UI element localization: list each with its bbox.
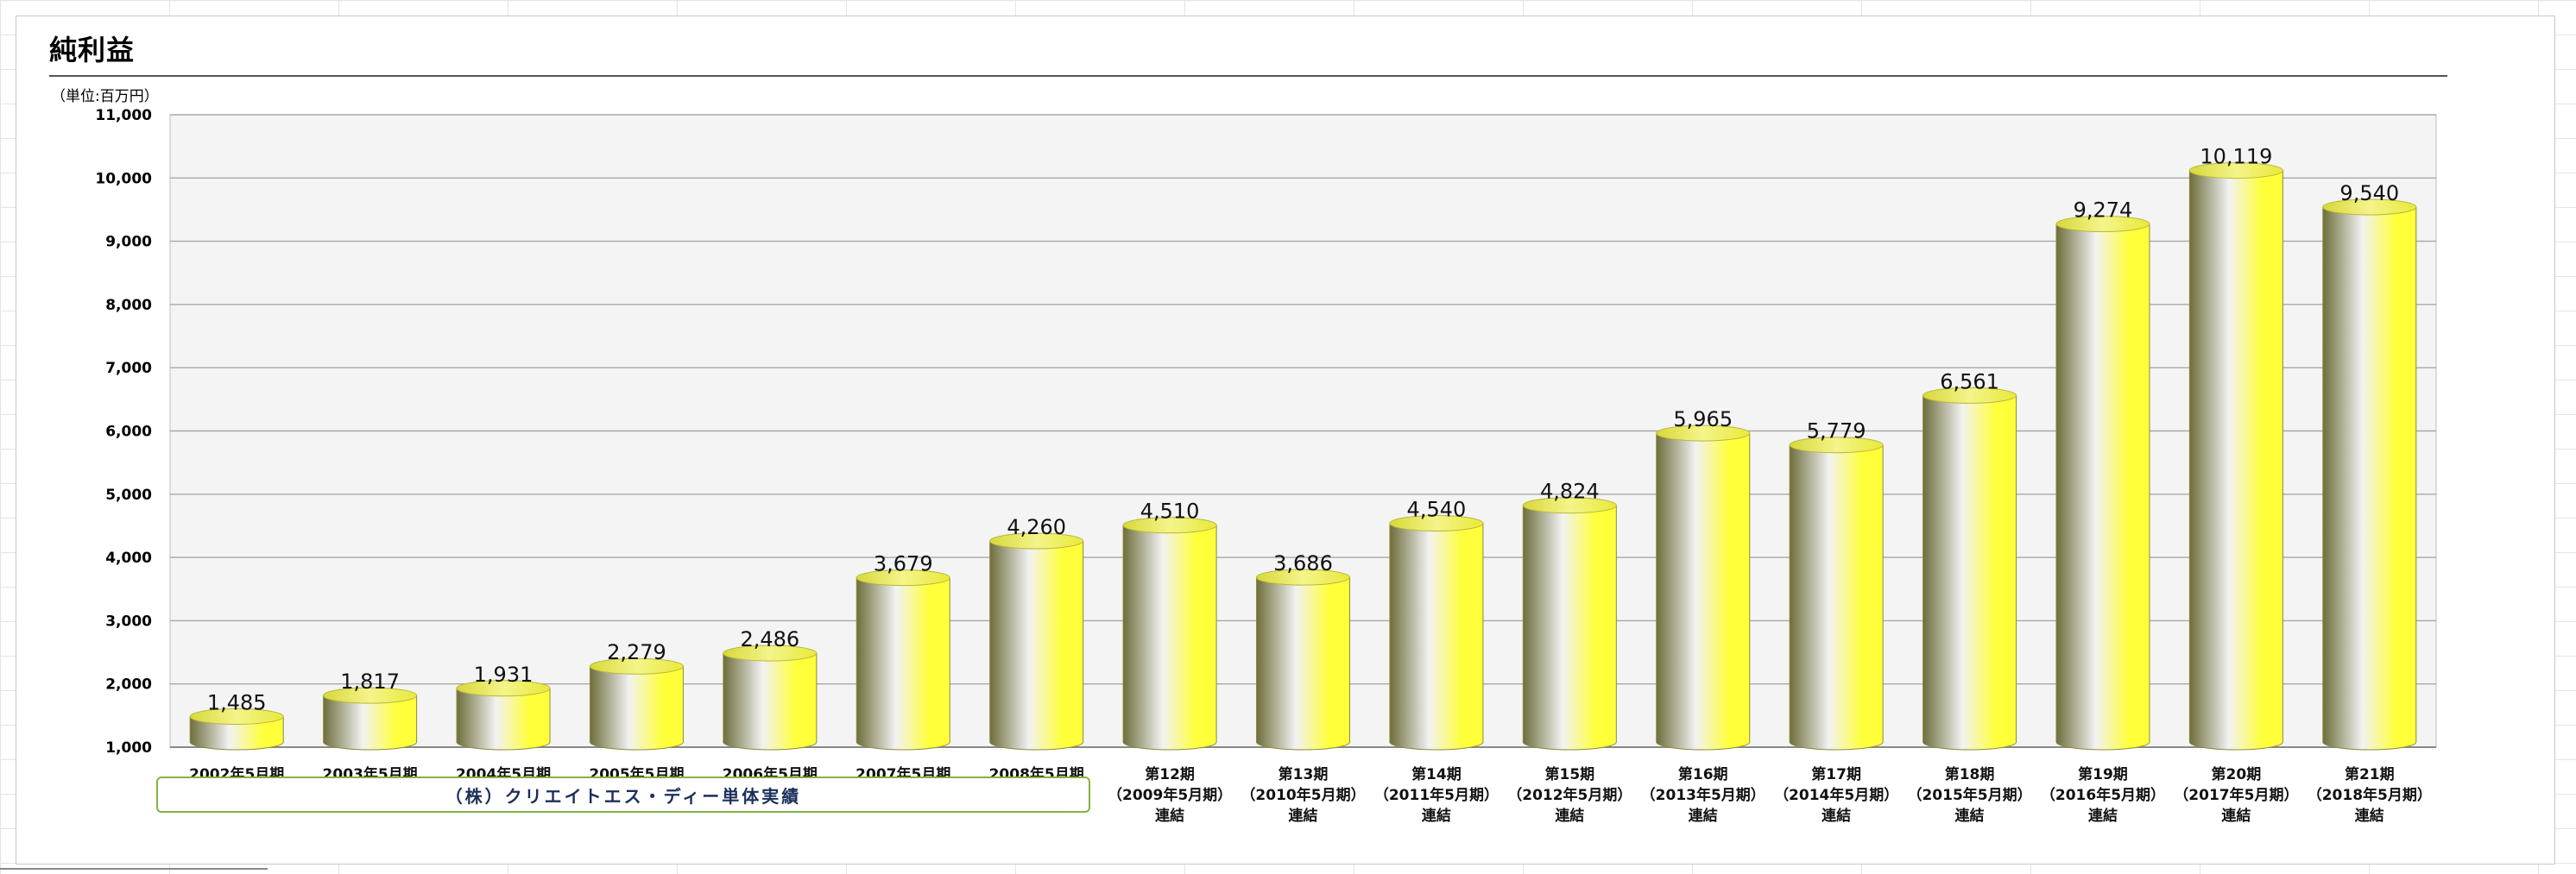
bar [1923,387,2017,751]
data-label: 3,679 [874,552,933,576]
bar [589,657,684,751]
bar-cap [723,644,818,662]
bar-cap [856,569,950,587]
bar-body [2055,223,2150,751]
y-tick-label: 3,000 [105,613,152,630]
bar [1122,517,1217,751]
bar-body [1122,525,1217,751]
y-tick-label: 5,000 [105,487,152,504]
bar-cap [323,687,418,704]
data-label: 4,824 [1540,480,1600,504]
bar-cap [189,707,284,725]
x-tick-label: 第17期（2014年5月期）連結 [1774,765,1898,825]
bar [1656,424,1751,751]
x-tick-label: 第13期（2010年5月期）連結 [1241,765,1365,825]
bar-body [189,715,284,751]
y-tick-label: 7,000 [105,360,152,377]
bar-cap [1923,387,2017,404]
y-tick-label: 6,000 [105,424,152,441]
bar-body [1522,505,1617,751]
bar-cap [1789,437,1884,454]
bar-cap [1656,424,1751,442]
data-label: 6,561 [1940,369,1999,393]
bar-cap [2055,216,2150,233]
bar-body [2322,206,2417,751]
data-label: 1,931 [474,663,534,687]
bar-body [1923,394,2017,751]
x-tick-label: 第15期（2012年5月期）連結 [1507,765,1632,825]
data-label: 2,279 [607,640,666,664]
y-tick-label: 4,000 [105,550,152,567]
x-tick-label: 第21期（2018年5月期）連結 [2308,765,2432,825]
bar-cap [1389,515,1484,532]
bar [2188,162,2283,751]
x-tick-label: 第20期（2017年5月期）連結 [2174,765,2298,825]
bar [856,569,950,751]
bar-cap [2322,198,2417,216]
data-label: 2,486 [740,627,799,651]
bar-cap [2188,162,2283,179]
bar-cap [1256,569,1350,586]
bar-body [1656,432,1751,751]
data-label: 1,485 [207,690,267,714]
bar [2322,198,2417,751]
chart-title: 純利益 [49,34,136,66]
y-tick-label: 10,000 [95,170,152,187]
bar [989,532,1084,751]
data-label: 4,260 [1007,515,1066,539]
bar-body [856,577,950,751]
data-label: 10,119 [2200,145,2272,169]
unit-label: （単位:百万円） [51,88,159,105]
bar-cap [456,680,551,697]
y-tick-label: 2,000 [105,676,152,694]
data-label: 9,274 [2074,198,2133,223]
bar [1389,515,1484,751]
bar-cap [589,657,684,675]
data-label: 4,540 [1407,498,1467,522]
bar [723,644,818,751]
bar-body [589,665,684,751]
bar-body [456,688,551,751]
y-tick-label: 11,000 [95,107,152,124]
data-label: 5,965 [1673,407,1733,431]
y-tick-label: 8,000 [105,297,152,314]
group-label-box: （株）クリエイトエス・ディー単体実績 [156,777,1090,813]
x-tick-label: 第12期（2009年5月期）連結 [1108,765,1232,825]
data-label: 5,779 [1807,419,1866,443]
y-tick-label: 1,000 [105,739,152,757]
bar-cap [1522,497,1617,514]
data-label: 1,817 [340,670,400,694]
data-label: 3,686 [1273,551,1333,575]
bar-body [1256,576,1350,751]
bar [456,680,551,751]
x-tick-label: 第16期（2013年5月期）連結 [1641,765,1765,825]
bar-body [2188,170,2283,751]
bar-body [1789,444,1884,751]
bar [189,707,284,751]
bar-body [323,695,418,751]
data-label: 4,510 [1140,500,1200,524]
data-label: 9,540 [2339,181,2399,205]
x-tick-label: 第19期（2016年5月期）連結 [2041,765,2165,825]
bar [1789,437,1884,751]
bar-cap [989,532,1084,550]
bar-body [989,540,1084,751]
sheet-edge-line [0,868,268,870]
y-tick-label: 9,000 [105,234,152,251]
bar-body [723,652,818,751]
bar [1522,497,1617,751]
bar-body [1389,523,1484,751]
title-underline [49,75,2447,77]
bar [2055,216,2150,751]
x-tick-label: 第18期（2015年5月期）連結 [1907,765,2031,825]
bar [1256,569,1350,751]
bar-cap [1122,517,1217,534]
bar [323,687,418,751]
x-tick-label: 第14期（2011年5月期）連結 [1374,765,1499,825]
